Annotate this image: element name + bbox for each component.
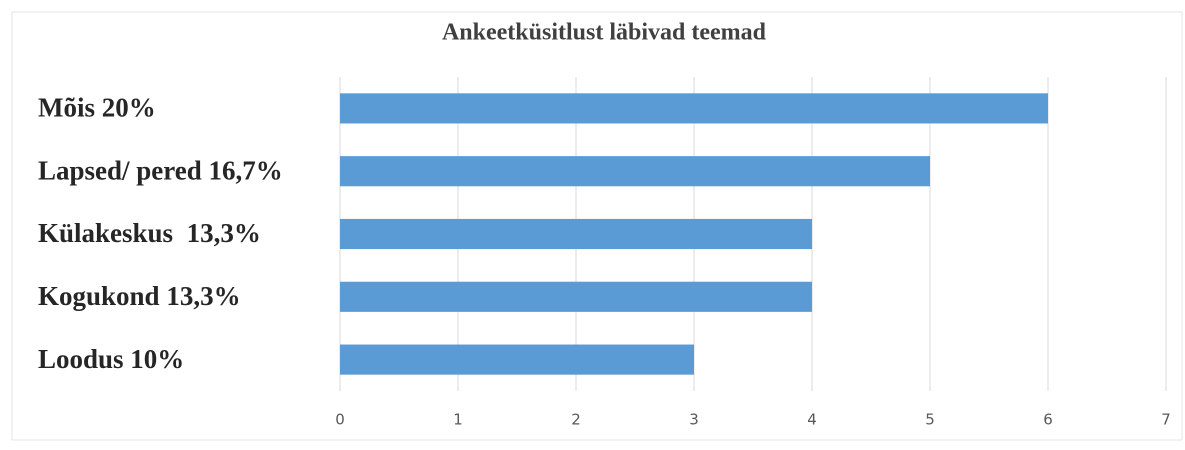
x-tick-label: 3 bbox=[689, 411, 699, 429]
chart-title: Ankeetküsitlust läbivad teemad bbox=[442, 20, 767, 46]
y-tick-label: Loodus 10% bbox=[38, 344, 184, 374]
x-tick-label: 6 bbox=[1043, 411, 1053, 429]
y-tick-label: Külakeskus 13,3% bbox=[38, 218, 261, 248]
x-tick-label: 7 bbox=[1161, 411, 1171, 429]
y-tick-label: Lapsed/ pered 16,7% bbox=[38, 155, 283, 185]
y-tick-label: Mõis 20% bbox=[38, 93, 156, 123]
y-tick-label: Kogukond 13,3% bbox=[38, 281, 241, 311]
x-tick-label: 2 bbox=[571, 411, 581, 429]
bar bbox=[340, 218, 812, 250]
bar bbox=[340, 156, 930, 187]
x-tick-label: 0 bbox=[335, 411, 345, 429]
bar bbox=[340, 344, 694, 375]
bar bbox=[340, 93, 1048, 124]
x-tick-label: 1 bbox=[453, 411, 463, 429]
x-tick-label: 4 bbox=[807, 411, 817, 429]
x-tick-label: 5 bbox=[925, 411, 935, 429]
bar bbox=[340, 281, 812, 312]
